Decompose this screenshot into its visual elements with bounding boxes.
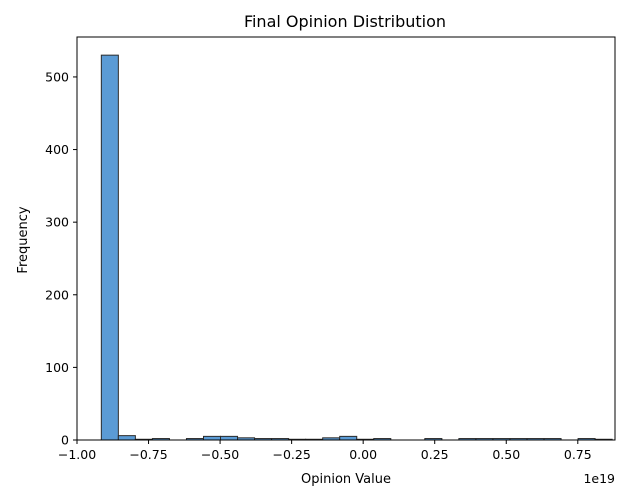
- x-tick-label: −0.50: [201, 447, 239, 462]
- histogram-bar: [220, 435, 239, 441]
- y-axis-label: Frequency: [16, 206, 31, 273]
- x-tick-label: 0.50: [492, 447, 520, 462]
- x-tick-label: 0.00: [349, 447, 377, 462]
- x-axis-label: Opinion Value: [301, 472, 391, 486]
- plot-frame: [76, 36, 616, 441]
- histogram-bar: [100, 54, 119, 441]
- y-tick-label: 400: [45, 142, 69, 157]
- x-tick-label: −1.00: [58, 447, 96, 462]
- y-axis-ticks: 0 100 200 300 400 500: [45, 69, 77, 448]
- histogram-bar: [339, 435, 358, 441]
- histogram-bar: [117, 435, 136, 441]
- chart-title: Final Opinion Distribution: [244, 12, 446, 31]
- x-tick-label: 0.25: [421, 447, 449, 462]
- y-tick-label: 300: [45, 215, 69, 230]
- y-tick-label: 0: [61, 433, 69, 448]
- histogram-bar: [202, 435, 222, 441]
- y-tick-label: 200: [45, 287, 69, 302]
- x-axis-offset-label: 1e19: [583, 471, 615, 486]
- x-tick-label: −0.75: [129, 447, 167, 462]
- x-tick-label: 0.75: [564, 447, 592, 462]
- y-tick-label: 500: [45, 69, 69, 84]
- x-axis-ticks: −1.00 −0.75 −0.50 −0.25 0.00 0.25 0.50 0.75: [58, 440, 592, 462]
- y-tick-label: 100: [45, 360, 69, 375]
- histogram-bars: [100, 54, 613, 441]
- x-tick-label: −0.25: [272, 447, 310, 462]
